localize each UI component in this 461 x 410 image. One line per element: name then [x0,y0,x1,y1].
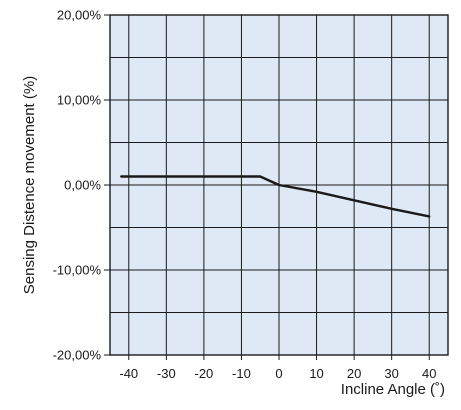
y-tick-label: -20,00% [53,348,102,363]
x-tick-label: 40 [422,366,436,381]
x-tick-label: 10 [309,366,323,381]
x-tick-label: 0 [275,366,282,381]
x-tick-label: -10 [232,366,251,381]
y-tick-labels: 20,00% 10,00% 0,00% -10,00% -20,00% [53,8,102,363]
x-tick-labels: -40 -30 -20 -10 0 10 20 30 40 [119,366,436,381]
axis-ticks [104,14,430,360]
y-tick-label: -10,00% [53,263,102,278]
x-tick-label: 20 [347,366,361,381]
series-line [120,175,431,218]
y-tick-label: 0,00% [64,178,101,193]
x-tick-label: 30 [384,366,398,381]
x-axis-title: Incline Angle (˚) [341,381,445,398]
grid-lines [110,15,448,355]
x-tick-label: -20 [194,366,213,381]
plot-border [109,14,449,356]
x-tick-label: -30 [157,366,176,381]
x-tick-label: -40 [119,366,138,381]
y-tick-label: 20,00% [57,8,102,23]
y-tick-label: 10,00% [57,93,102,108]
y-axis-title: Sensing Distence movement (%) [21,76,38,294]
